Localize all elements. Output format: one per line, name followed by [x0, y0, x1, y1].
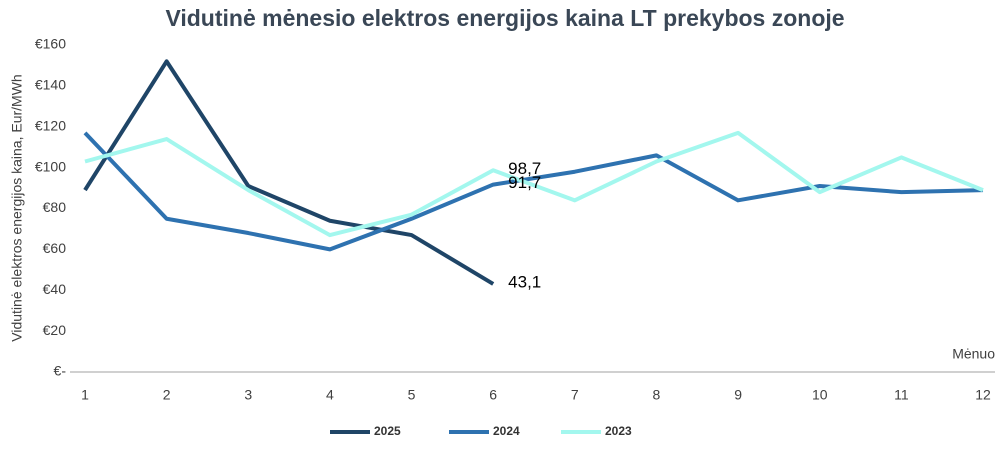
x-tick-label: 8	[653, 387, 661, 403]
x-tick-label: 6	[489, 387, 497, 403]
x-tick-label: 2	[163, 387, 171, 403]
data-label: 43,1	[508, 272, 541, 291]
legend-label: 2025	[374, 424, 401, 438]
data-label: 91,7	[508, 173, 541, 192]
y-tick-label: €80	[43, 199, 67, 215]
series-line	[83, 59, 495, 286]
x-tick-label: 11	[894, 387, 909, 403]
y-tick-label: €100	[35, 158, 66, 174]
y-tick-label: €20	[43, 322, 67, 338]
x-tick-label: 4	[326, 387, 334, 403]
y-tick-label: €40	[43, 281, 67, 297]
y-axis-label: Vidutinė elektros energijos kaina, Eur/M…	[9, 74, 25, 341]
x-tick-label: 7	[571, 387, 579, 403]
chart-title: Vidutinė mėnesio elektros energijos kain…	[165, 5, 844, 31]
x-axis-label: Mėnuo	[952, 346, 995, 362]
legend-label: 2024	[493, 424, 520, 438]
x-tick-label: 12	[975, 387, 991, 403]
y-tick-label: €120	[35, 117, 66, 133]
x-tick-label: 9	[734, 387, 742, 403]
y-tick-label: €160	[35, 36, 66, 52]
x-tick-label: 1	[81, 387, 89, 403]
x-tick-label: 10	[812, 387, 828, 403]
legend-label: 2023	[605, 424, 632, 438]
series-line	[84, 130, 984, 238]
y-tick-label: €60	[43, 240, 67, 256]
y-tick-label: €-	[54, 363, 67, 379]
data-label: 98,7	[508, 159, 541, 178]
x-tick-label: 5	[408, 387, 416, 403]
y-tick-label: €140	[35, 77, 66, 93]
x-tick-label: 3	[244, 387, 252, 403]
